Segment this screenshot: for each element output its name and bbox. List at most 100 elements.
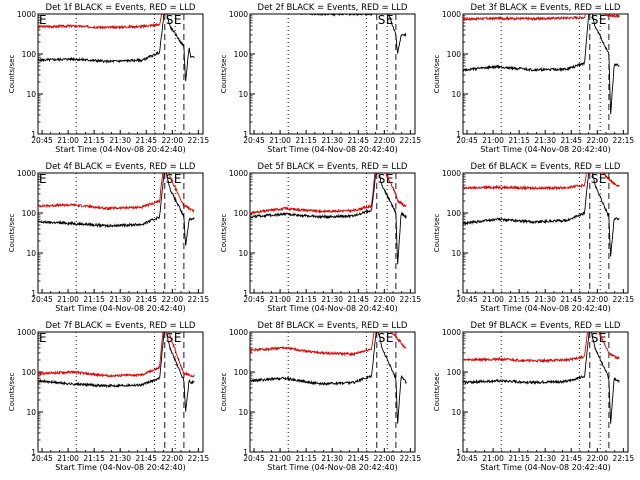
- marker-e: E: [174, 172, 182, 186]
- plot-frame: [462, 13, 629, 135]
- events-series-line: [463, 173, 620, 257]
- lld-series-line: [250, 173, 407, 215]
- plot-frame: [462, 172, 629, 294]
- x-tick-label: 21:30: [534, 295, 556, 304]
- marker-s: S: [591, 331, 599, 345]
- y-tick-label: 10: [451, 90, 461, 99]
- x-tick-label: 21:15: [295, 136, 317, 145]
- x-tick-label: 21:30: [321, 454, 343, 463]
- x-axis-label: Start Time (04-Nov-08 20:42:40): [55, 463, 185, 472]
- y-tick-label: 1: [456, 448, 461, 457]
- x-tick-label: 21:15: [83, 136, 105, 145]
- x-tick-label: 21:00: [482, 295, 504, 304]
- y-axis-label: Counts/sec: [8, 373, 16, 412]
- x-tick-label: 22:15: [188, 454, 210, 463]
- x-tick-label: 21:45: [347, 295, 369, 304]
- marker-s: S: [166, 172, 174, 186]
- x-tick-label: 21:30: [534, 454, 556, 463]
- x-tick-label: 22:00: [373, 136, 395, 145]
- x-tick-label: 22:00: [161, 136, 183, 145]
- x-tick-label: 22:15: [613, 454, 635, 463]
- x-tick-label: 21:30: [109, 454, 131, 463]
- x-tick-label: 20:45: [31, 136, 53, 145]
- panel-title: Det 1f BLACK = Events, RED = LLD: [46, 3, 196, 13]
- x-tick-label: 22:00: [373, 454, 395, 463]
- plot-frame: [37, 172, 204, 294]
- x-tick-label: 22:00: [586, 295, 608, 304]
- y-axis-label: Counts/sec: [220, 214, 228, 253]
- x-tick-label: 22:00: [586, 136, 608, 145]
- plot-frame: [37, 331, 204, 453]
- panel-title: Det 5f BLACK = Events, RED = LLD: [258, 162, 408, 172]
- y-tick-label: 10: [26, 249, 36, 258]
- lld-series-line: [463, 173, 620, 191]
- y-tick-label: 1000: [229, 328, 248, 337]
- y-axis-label: Counts/sec: [433, 55, 441, 94]
- marker-s: S: [378, 13, 386, 27]
- panel-title: Det 6f BLACK = Events, RED = LLD: [471, 162, 621, 172]
- x-tick-label: 21:45: [560, 295, 582, 304]
- x-tick-label: 21:30: [109, 136, 131, 145]
- marker-s: S: [378, 331, 386, 345]
- y-tick-label: 1000: [17, 328, 36, 337]
- y-tick-label: 1: [31, 448, 36, 457]
- y-tick-label: 100: [22, 368, 37, 377]
- x-tick-label: 22:00: [586, 454, 608, 463]
- events-series-line: [250, 332, 407, 424]
- marker-e-start: E: [39, 13, 47, 27]
- x-tick-label: 21:00: [482, 454, 504, 463]
- y-tick-label: 10: [238, 249, 248, 258]
- y-tick-label: 100: [447, 368, 462, 377]
- y-tick-label: 1: [456, 130, 461, 139]
- plot-frame: [249, 331, 416, 453]
- y-tick-label: 1: [243, 130, 248, 139]
- lld-series-line: [463, 14, 620, 22]
- x-tick-label: 21:00: [57, 295, 79, 304]
- x-tick-label: 21:15: [508, 295, 530, 304]
- x-axis-label: Start Time (04-Nov-08 20:42:40): [480, 304, 610, 313]
- x-tick-label: 21:45: [347, 454, 369, 463]
- marker-e: E: [174, 331, 182, 345]
- y-tick-label: 1000: [17, 169, 36, 178]
- lld-series-line: [38, 173, 195, 214]
- x-tick-label: 20:45: [31, 454, 53, 463]
- marker-s: S: [378, 172, 386, 186]
- x-tick-label: 20:45: [243, 454, 265, 463]
- panel-title: Det 3f BLACK = Events, RED = LLD: [471, 3, 621, 13]
- x-tick-label: 21:15: [295, 295, 317, 304]
- x-axis-label: Start Time (04-Nov-08 20:42:40): [267, 145, 397, 154]
- lld-series-line: [38, 14, 163, 31]
- x-tick-label: 21:15: [295, 454, 317, 463]
- y-tick-label: 1: [243, 289, 248, 298]
- lld-series-line: [38, 332, 195, 378]
- x-tick-label: 22:15: [400, 136, 422, 145]
- x-axis-label: Start Time (04-Nov-08 20:42:40): [55, 145, 185, 154]
- events-series-line: [463, 14, 620, 115]
- x-tick-label: 21:45: [347, 136, 369, 145]
- x-tick-label: 20:45: [243, 295, 265, 304]
- y-tick-label: 1000: [442, 10, 461, 19]
- x-tick-label: 22:00: [373, 295, 395, 304]
- x-tick-label: 21:45: [135, 136, 157, 145]
- events-series-line: [38, 14, 195, 82]
- y-tick-label: 100: [447, 209, 462, 218]
- y-tick-label: 10: [451, 408, 461, 417]
- y-axis-label: Counts/sec: [433, 373, 441, 412]
- x-tick-label: 21:30: [321, 136, 343, 145]
- marker-e-start: E: [39, 331, 47, 345]
- y-tick-label: 100: [234, 368, 249, 377]
- x-tick-label: 21:00: [482, 136, 504, 145]
- x-tick-label: 21:15: [508, 136, 530, 145]
- panel-title: Det 4f BLACK = Events, RED = LLD: [46, 162, 196, 172]
- x-axis-label: Start Time (04-Nov-08 20:42:40): [480, 145, 610, 154]
- y-tick-label: 1: [31, 130, 36, 139]
- events-series-line: [38, 173, 195, 246]
